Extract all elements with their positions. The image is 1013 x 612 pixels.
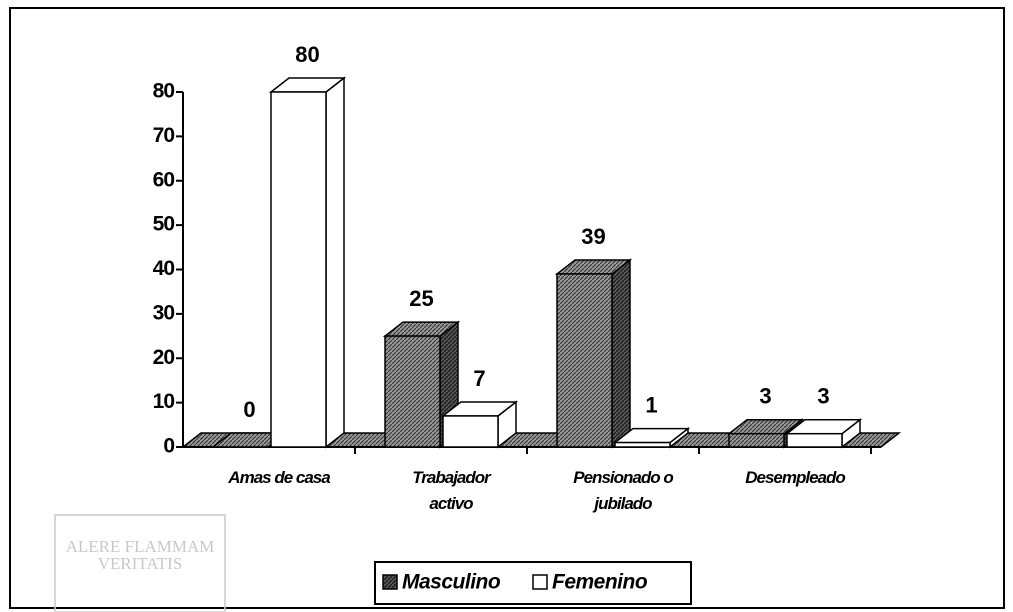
bar xyxy=(784,418,863,449)
bar xyxy=(440,400,519,449)
y-tick-label: 50 xyxy=(153,213,175,236)
value-label: 0 xyxy=(243,397,255,422)
value-label: 3 xyxy=(817,384,829,409)
y-tick-label: 10 xyxy=(153,390,175,413)
bar-front xyxy=(728,432,785,448)
x-tick-label: Pensionado o jubilado xyxy=(573,468,673,513)
watermark-box xyxy=(54,514,226,612)
value-label: 39 xyxy=(581,224,605,249)
bar-front xyxy=(442,415,499,448)
legend: Masculino Femenino xyxy=(374,561,692,605)
y-tick-label: 60 xyxy=(153,168,175,191)
y-tick-label: 70 xyxy=(153,124,175,147)
legend-label: Masculino xyxy=(402,571,501,594)
bar xyxy=(268,76,347,449)
bar-side xyxy=(325,76,345,449)
y-tick-label: 40 xyxy=(153,257,175,280)
watermark: ALERE FLAMMAM VERITATIS xyxy=(54,514,226,612)
value-label: 7 xyxy=(473,366,485,391)
x-tick-label: Desempleado xyxy=(745,468,846,487)
y-tick-label: 0 xyxy=(163,435,174,458)
legend-swatch xyxy=(382,574,398,590)
bar-front xyxy=(786,432,843,448)
y-tick-label: 20 xyxy=(153,346,175,369)
bar-side xyxy=(611,258,631,449)
y-tick-label: 80 xyxy=(153,80,175,103)
frame xyxy=(9,7,1005,609)
watermark-text: ALERE FLAMMAM xyxy=(66,537,215,556)
bar-front xyxy=(614,441,671,448)
bar xyxy=(554,258,633,449)
value-label: 25 xyxy=(409,286,433,311)
bar xyxy=(612,427,691,449)
bar-front xyxy=(384,335,441,448)
legend-label: Femenino xyxy=(552,571,648,594)
bar-front xyxy=(556,273,613,448)
legend-swatch xyxy=(532,574,548,590)
y-tick-label: 30 xyxy=(153,301,175,324)
watermark-text: VERITATIS xyxy=(98,554,183,573)
bar-front xyxy=(270,91,327,448)
value-label: 80 xyxy=(295,42,319,67)
x-tick-label: Trabajador activo xyxy=(412,468,491,513)
value-label: 3 xyxy=(759,384,771,409)
value-label: 1 xyxy=(645,392,657,417)
bar xyxy=(726,418,805,449)
x-tick-label: Amas de casa xyxy=(228,468,330,487)
